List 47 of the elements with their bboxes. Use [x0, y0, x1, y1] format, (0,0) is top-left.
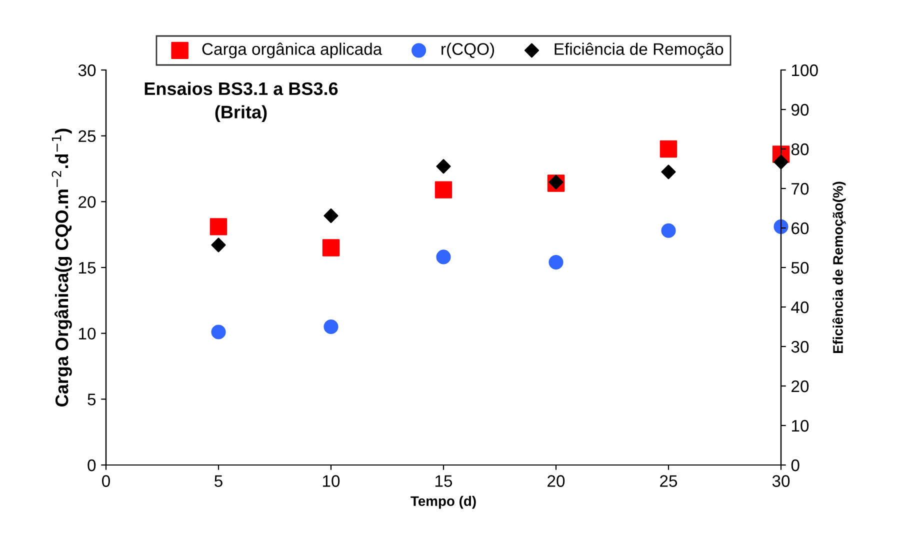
- legend-label: Carga orgânica aplicada: [202, 42, 382, 58]
- x-tick-label: 10: [323, 475, 340, 487]
- y2-tick-label: 60: [792, 222, 809, 234]
- legend-label: r(CQO): [442, 42, 494, 58]
- y2-tick-label: 30: [791, 340, 809, 353]
- point: [324, 208, 338, 224]
- y2-tick-label: 10: [792, 420, 809, 432]
- point: [324, 319, 338, 334]
- y-tick-label: 5: [88, 394, 96, 406]
- y-tick-label: 20: [78, 196, 96, 208]
- y-tick-label: 10: [79, 328, 96, 340]
- x-tick-label: 25: [660, 475, 678, 487]
- point: [661, 164, 676, 180]
- point: [548, 254, 564, 270]
- point: [660, 140, 678, 158]
- y2-tick-label: 40: [791, 301, 809, 314]
- point: [211, 238, 226, 252]
- y2-tick-label: 70: [792, 182, 809, 195]
- point: [322, 239, 340, 256]
- x-tick-label: 20: [548, 475, 565, 487]
- text: Ensaios BS3.1 a BS3.6 (Brita): [144, 82, 338, 122]
- y2-tick-label: 80: [791, 143, 809, 156]
- y2-tick-label: 100: [792, 64, 818, 76]
- y-tick-label: 15: [79, 262, 96, 274]
- y-tick-label: 0: [88, 459, 96, 472]
- legend-label: Eficiência de Remoção: [554, 42, 724, 58]
- x-tick-label: 15: [436, 475, 452, 487]
- point: [211, 324, 226, 340]
- y2-tick-label: 20: [792, 380, 809, 392]
- y2-tick-label: 50: [791, 262, 809, 274]
- y2-axis-title: Eficiência de Remoção(%): [832, 182, 846, 354]
- x-tick-label: 5: [214, 475, 222, 487]
- point: [434, 181, 452, 198]
- point: [436, 250, 451, 264]
- y-tick-label: 25: [78, 130, 96, 142]
- y2-tick-label: 90: [792, 104, 809, 116]
- point: [661, 223, 676, 238]
- x-tick-label: 0: [102, 475, 110, 487]
- y-tick-label: 30: [78, 64, 96, 76]
- point: [774, 219, 788, 234]
- point: [210, 218, 228, 236]
- x-tick-label: 30: [772, 475, 790, 487]
- point: [774, 154, 788, 170]
- x-axis-title: Tempo (d): [410, 496, 476, 509]
- y2-tick-label: 0: [791, 459, 800, 472]
- point: [436, 159, 451, 174]
- y-axis-title: Carga Orgânica(g CQO.m$^{−2}$.d$^{−1}$): [52, 128, 72, 407]
